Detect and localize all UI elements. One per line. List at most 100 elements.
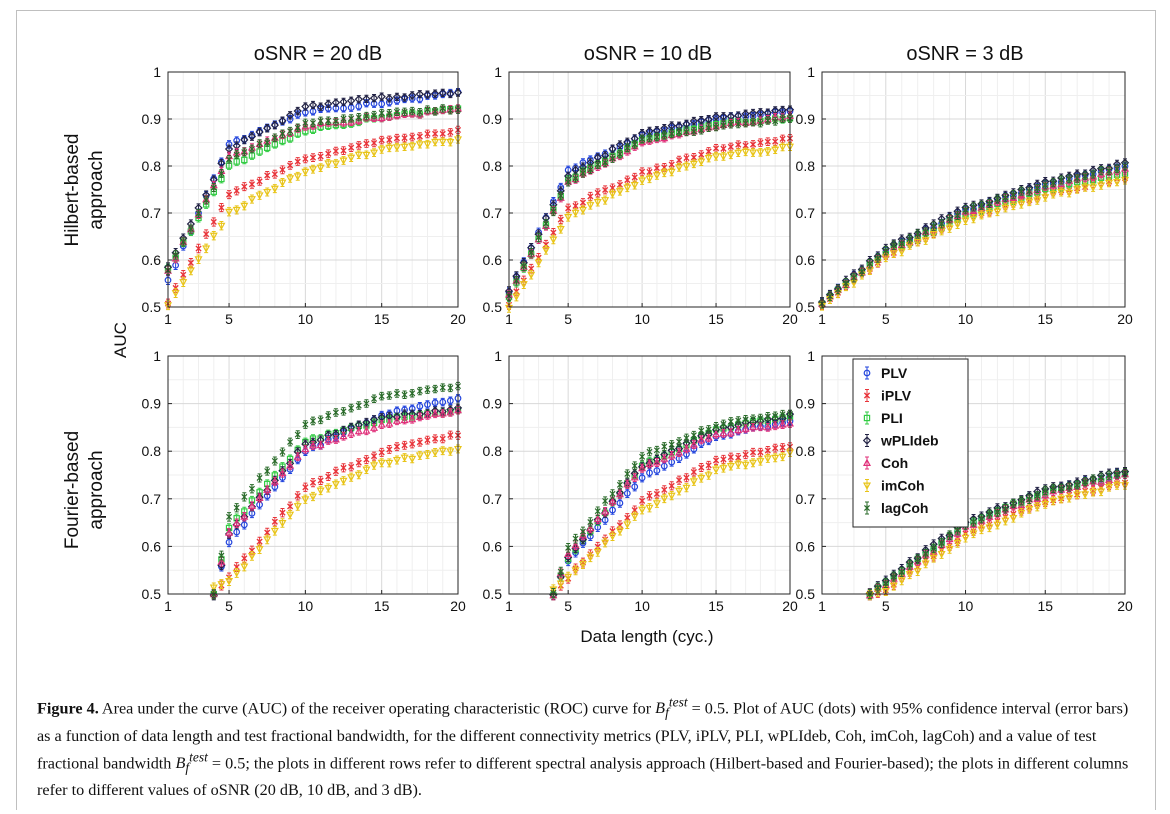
chart-panel: 1 5 10 15 200.50.60.70.80.91 — [142, 348, 466, 614]
chart-panel: 1 5 10 15 200.50.60.70.80.91 — [142, 64, 466, 327]
data-point — [1002, 194, 1009, 201]
data-point — [385, 144, 394, 153]
data-point — [946, 215, 953, 223]
data-point — [247, 196, 256, 204]
data-point — [616, 481, 623, 489]
data-point — [764, 138, 771, 145]
legend-label: iPLV — [881, 388, 912, 404]
data-point — [1033, 494, 1042, 502]
data-point — [378, 392, 385, 400]
data-point — [734, 425, 743, 434]
data-series — [549, 419, 795, 601]
chart-panel: 1 5 10 15 200.50.60.70.80.91PLViPLVPLIwPLIde… — [796, 348, 1133, 614]
data-point — [527, 271, 536, 280]
data-point — [247, 552, 256, 561]
data-point — [301, 102, 310, 111]
data-point — [712, 466, 721, 475]
data-point — [270, 527, 279, 536]
data-point — [624, 144, 631, 151]
data-point — [735, 120, 742, 128]
data-point — [512, 293, 521, 301]
data-point — [653, 133, 660, 141]
data-point — [519, 281, 528, 289]
y-tick-label: 0.9 — [142, 111, 162, 127]
data-point — [608, 144, 617, 153]
data-point — [970, 518, 977, 526]
data-point — [423, 90, 432, 99]
data-point — [842, 279, 849, 287]
data-point — [985, 512, 994, 520]
data-point — [652, 458, 661, 466]
data-point — [233, 151, 240, 158]
data-point — [682, 484, 691, 493]
data-point — [778, 420, 787, 428]
data-point — [689, 160, 698, 169]
data-point — [355, 114, 362, 121]
data-point — [256, 474, 263, 482]
data-point — [586, 554, 595, 562]
data-point — [704, 433, 713, 441]
legend-box — [852, 358, 969, 528]
data-point — [953, 221, 962, 229]
data-point — [667, 168, 676, 177]
data-point — [324, 160, 333, 168]
data-point — [377, 459, 386, 468]
data-point — [719, 153, 728, 161]
data-point — [652, 500, 661, 508]
data-point — [302, 484, 309, 491]
data-point — [1073, 491, 1082, 500]
data-point — [400, 93, 409, 102]
data-point — [930, 545, 937, 552]
legend-label: imCoh — [881, 478, 925, 494]
data-point — [564, 214, 573, 222]
data-point — [690, 128, 697, 135]
data-point — [513, 277, 520, 285]
data-point — [749, 459, 758, 468]
x-tick-label: 10 — [958, 311, 974, 327]
x-tick-label: 20 — [450, 311, 466, 327]
data-point — [742, 416, 749, 423]
data-point — [1009, 193, 1018, 202]
data-point — [415, 452, 424, 460]
data-point — [609, 490, 616, 498]
data-point — [400, 143, 409, 152]
data-point — [301, 444, 310, 453]
symbol-sup: test — [668, 695, 688, 710]
data-point — [263, 536, 272, 544]
data-point — [749, 449, 757, 456]
data-point — [218, 204, 225, 211]
data-point — [705, 148, 712, 155]
data-point — [416, 402, 424, 410]
data-point — [668, 441, 675, 448]
data-point — [689, 440, 698, 448]
data-point — [424, 437, 431, 444]
data-point — [638, 177, 647, 185]
data-point — [1065, 494, 1074, 503]
data-point — [347, 96, 356, 105]
data-point — [354, 115, 363, 124]
data-point — [898, 568, 905, 576]
data-point — [594, 189, 601, 196]
data-point — [1049, 181, 1058, 189]
data-point — [408, 455, 417, 464]
data-point — [415, 412, 424, 420]
x-axis-label: Data length (cyc.) — [580, 627, 713, 646]
data-point — [763, 455, 772, 463]
data-point — [778, 143, 787, 152]
data-point — [608, 190, 617, 199]
data-point — [279, 166, 286, 173]
data-point — [897, 248, 906, 256]
data-point — [278, 520, 287, 528]
data-point — [542, 220, 549, 227]
data-point — [1041, 194, 1050, 202]
data-point — [764, 117, 771, 124]
data-point — [594, 543, 601, 550]
data-point — [386, 446, 393, 453]
data-point — [705, 462, 712, 469]
data-point — [430, 89, 440, 98]
data-point — [720, 145, 727, 152]
data-point — [564, 549, 573, 558]
data-point — [630, 472, 639, 481]
data-point — [757, 119, 764, 127]
data-point — [447, 384, 454, 392]
